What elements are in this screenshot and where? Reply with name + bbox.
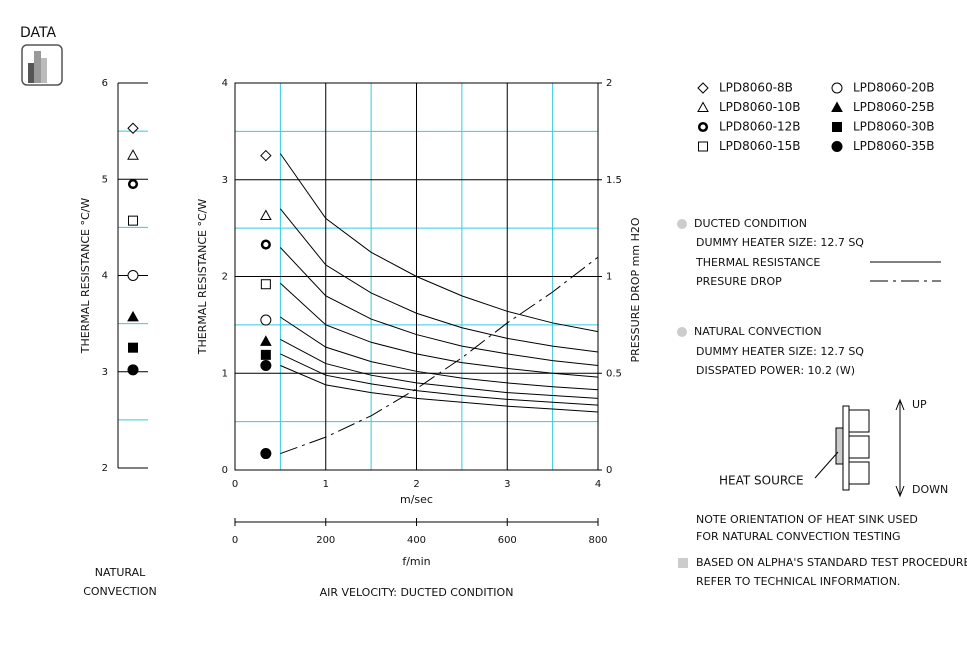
caption: AIR VELOCITY: DUCTED CONDITION <box>320 586 514 599</box>
data-point <box>260 448 272 460</box>
data-point <box>127 270 139 281</box>
y-tick-label: 0 <box>222 465 228 476</box>
curve <box>280 316 599 391</box>
label-up: UP <box>912 398 927 411</box>
legend-label: LPD8060-35B <box>853 139 935 153</box>
x-tick-label: 2 <box>413 479 419 490</box>
bullet <box>677 219 687 229</box>
legend-marker <box>832 122 842 132</box>
legend-marker <box>697 121 709 133</box>
data-point <box>127 149 139 160</box>
y2-tick-label: 2 <box>606 78 612 89</box>
note: DUMMY HEATER SIZE: 12.7 SQ <box>696 345 864 358</box>
y-axis-label: THERMAL RESISTANCE °C/W <box>196 199 209 356</box>
y-tick-label: 3 <box>222 175 228 186</box>
bullet <box>677 327 687 337</box>
y2-tick-label: 1 <box>606 272 612 283</box>
x2-tick-label: 200 <box>316 535 335 546</box>
data-point <box>128 342 138 353</box>
data-point <box>260 209 272 221</box>
y-tick-label: 3 <box>102 367 108 378</box>
note: THERMAL RESISTANCE <box>695 256 820 269</box>
note: BASED ON ALPHA'S STANDARD TEST PROCEDURE <box>696 556 967 569</box>
y-tick-label: 6 <box>102 78 108 89</box>
y-tick-label: 2 <box>222 272 228 283</box>
curve <box>280 338 599 399</box>
legend-label: LPD8060-12B <box>719 120 801 134</box>
x-tick-label: 0 <box>232 479 238 490</box>
note: NATURAL CONVECTION <box>694 325 822 338</box>
data-icon <box>21 44 63 86</box>
legend-marker <box>697 82 709 94</box>
y2-tick-label: 1.5 <box>606 175 622 186</box>
legend-marker <box>831 141 843 152</box>
x-tick-label: 1 <box>323 479 329 490</box>
x2-tick-label: 800 <box>588 535 607 546</box>
y-tick-label: 4 <box>222 78 228 89</box>
legend-marker <box>831 101 843 112</box>
x-tick-label: 4 <box>595 479 601 490</box>
note: REFER TO TECHNICAL INFORMATION. <box>696 575 900 588</box>
legend-label: LPD8060-25B <box>853 100 935 114</box>
y2-tick-label: 0.5 <box>606 368 622 379</box>
note: NOTE ORIENTATION OF HEAT SINK USED <box>696 513 918 526</box>
legend-marker <box>697 101 709 112</box>
y2-tick-label: 0 <box>606 465 612 476</box>
curve <box>279 208 599 353</box>
y-axis-label: THERMAL RESISTANCE °C/W <box>79 198 92 355</box>
data-point <box>260 149 272 162</box>
curve <box>280 282 599 378</box>
data-point <box>127 310 139 322</box>
note: DISSPATED POWER: 10.2 (W) <box>696 364 855 377</box>
data-point <box>127 179 139 190</box>
x-axis-label: m/sec <box>400 493 433 506</box>
curve <box>280 365 599 413</box>
y-tick-label: 4 <box>102 271 108 282</box>
x2-tick-label: 0 <box>232 535 238 546</box>
label-heat-source: HEAT SOURCE <box>719 474 804 488</box>
data-point <box>260 314 272 326</box>
legend-label: LPD8060-30B <box>853 120 935 134</box>
note: DUCTED CONDITION <box>694 217 807 230</box>
legend-marker <box>698 141 708 152</box>
y-tick-label: 1 <box>222 368 228 379</box>
note: FOR NATURAL CONVECTION TESTING <box>696 530 901 543</box>
data-point <box>260 360 272 372</box>
legend-marker <box>831 82 843 94</box>
legend-label: LPD8060-15B <box>719 139 801 153</box>
heat-sink-diagram <box>814 398 905 498</box>
data-point <box>127 364 139 376</box>
x-axis-label: NATURAL <box>95 566 146 579</box>
note: DUMMY HEATER SIZE: 12.7 SQ <box>696 236 864 249</box>
header-title: DATA <box>20 25 56 41</box>
x2-tick-label: 600 <box>498 535 517 546</box>
curve <box>280 256 599 455</box>
y2-axis-label: PRESSURE DROP mm H2O <box>629 217 642 362</box>
curve <box>279 153 599 333</box>
data-point <box>260 239 271 250</box>
curve <box>280 353 599 406</box>
label-down: DOWN <box>912 483 948 496</box>
data-point <box>127 122 139 134</box>
note: PRESURE DROP <box>696 275 782 288</box>
data-point <box>260 349 271 360</box>
legend-label: LPD8060-20B <box>853 81 935 95</box>
x2-tick-label: 400 <box>407 535 426 546</box>
data-point <box>260 335 272 346</box>
x-tick-label: 3 <box>504 479 510 490</box>
y-tick-label: 2 <box>102 463 108 474</box>
data-point <box>128 215 138 226</box>
legend-label: LPD8060-10B <box>719 100 801 114</box>
plot-frame <box>234 82 599 471</box>
curve <box>280 247 599 367</box>
data-point <box>260 279 271 290</box>
y-tick-label: 5 <box>102 174 108 185</box>
legend-label: LPD8060-8B <box>719 81 793 95</box>
x2-axis-label: f/min <box>402 555 430 568</box>
x-axis-label: CONVECTION <box>83 585 157 598</box>
bullet <box>678 558 688 568</box>
